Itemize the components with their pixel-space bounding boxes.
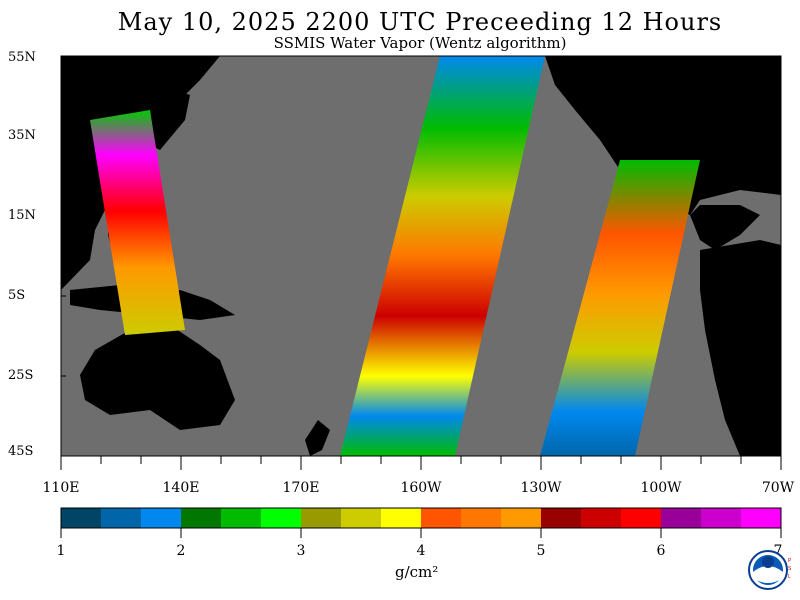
colorbar-units: g/cm²: [395, 563, 439, 581]
colorbar-cell: [261, 508, 302, 528]
colorbar-label-5: 5: [536, 543, 546, 559]
lon-label-70w: 70W: [761, 480, 795, 496]
colorbar-label-4: 4: [416, 543, 426, 559]
colorbar-cell: [421, 508, 462, 528]
colorbar: [61, 508, 782, 528]
lon-label-110e: 110E: [42, 480, 80, 496]
colorbar-cell: [221, 508, 262, 528]
map-subtitle: SSMIS Water Vapor (Wentz algorithm): [273, 34, 567, 52]
lon-label-100w: 100W: [640, 480, 682, 496]
noaa-logo: P S L: [748, 550, 792, 590]
colorbar-cell: [741, 508, 782, 528]
colorbar-cell: [701, 508, 742, 528]
lon-label-140e: 140E: [162, 480, 200, 496]
svg-text:S: S: [788, 566, 792, 572]
lat-label-55n: 55N: [8, 50, 36, 65]
map-title: May 10, 2025 2200 UTC Preceeding 12 Hour…: [117, 8, 723, 36]
japan-landmass: [150, 90, 190, 150]
lat-label-5s: 5S: [8, 288, 26, 303]
colorbar-cell: [461, 508, 502, 528]
lon-label-160w: 160W: [400, 480, 442, 496]
colorbar-ticks: [60, 528, 782, 538]
colorbar-cell: [621, 508, 662, 528]
lat-label-15n: 15N: [8, 208, 36, 223]
central-america-landmass: [690, 205, 760, 250]
satellite-swath-west: [90, 110, 185, 335]
colorbar-label-3: 3: [296, 543, 306, 559]
new-zealand-landmass: [305, 420, 330, 456]
lat-label-45s: 45S: [8, 444, 34, 459]
colorbar-label-6: 6: [656, 543, 666, 559]
colorbar-label-1: 1: [56, 543, 66, 559]
lat-label-35n: 35N: [8, 128, 36, 143]
satellite-swath-east: [540, 160, 700, 456]
north-america-landmass: [545, 56, 781, 215]
asia-landmass: [61, 56, 220, 290]
satellite-swath-central: [340, 56, 545, 456]
colorbar-label-7: 7: [773, 543, 783, 559]
colorbar-cell: [61, 508, 102, 528]
colorbar-cell: [141, 508, 182, 528]
colorbar-cell: [381, 508, 422, 528]
australia-landmass: [80, 325, 235, 430]
svg-text:P: P: [788, 558, 792, 564]
lon-label-170e: 170E: [282, 480, 320, 496]
colorbar-cell: [541, 508, 582, 528]
lon-ticks: [60, 456, 782, 470]
lat-label-25s: 25S: [8, 368, 34, 383]
svg-text:L: L: [788, 574, 791, 580]
colorbar-cell: [181, 508, 222, 528]
lon-label-130w: 130W: [520, 480, 562, 496]
colorbar-label-2: 2: [176, 543, 186, 559]
colorbar-cell: [581, 508, 622, 528]
south-america-landmass: [700, 240, 781, 456]
colorbar-cell: [341, 508, 382, 528]
colorbar-cell: [101, 508, 142, 528]
lat-ticks: [61, 55, 66, 457]
colorbar-cell: [661, 508, 702, 528]
colorbar-cell: [301, 508, 342, 528]
colorbar-cell: [501, 508, 542, 528]
